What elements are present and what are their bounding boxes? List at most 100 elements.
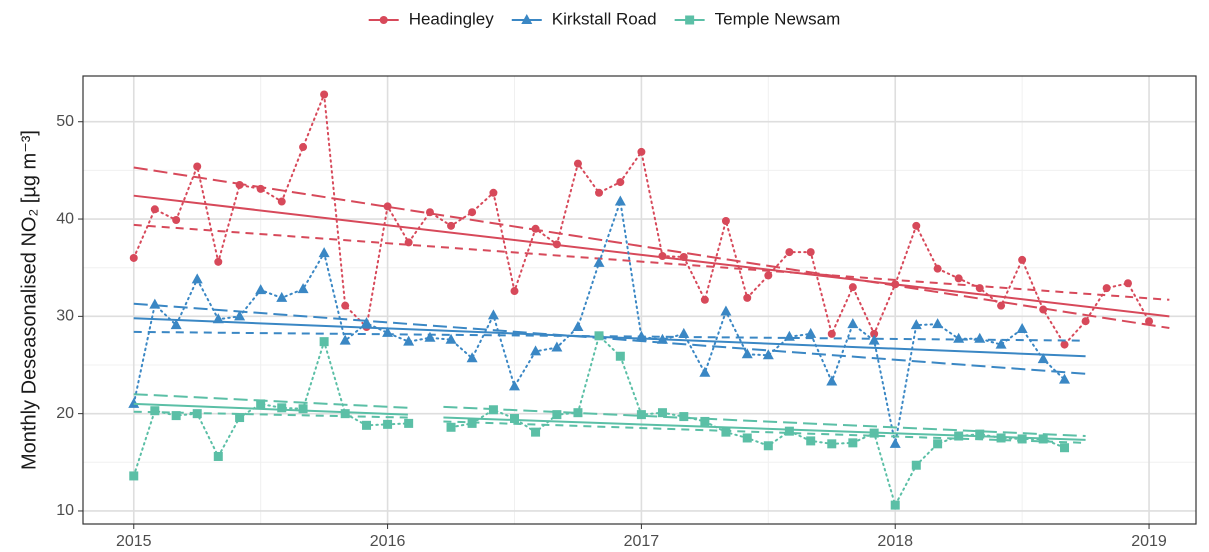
point	[552, 240, 561, 249]
point	[910, 319, 922, 330]
point	[424, 331, 436, 342]
point	[891, 280, 900, 289]
point	[805, 327, 817, 338]
point	[508, 380, 520, 391]
legend: Headingley Kirkstall Road Temple Newsam	[368, 9, 840, 28]
point	[1081, 317, 1090, 326]
point	[996, 433, 1006, 443]
point	[975, 284, 984, 293]
y-tick-label: 40	[56, 210, 74, 227]
point	[192, 409, 202, 419]
point	[277, 197, 286, 206]
point	[700, 416, 710, 426]
x-tick-label: 2016	[370, 533, 406, 550]
point	[128, 397, 140, 408]
y-tick-label: 10	[56, 502, 74, 519]
point	[974, 332, 986, 343]
point	[742, 433, 752, 443]
point	[953, 332, 965, 343]
point	[762, 349, 774, 360]
legend-label: Headingley	[409, 9, 495, 28]
point	[149, 298, 161, 309]
point	[171, 411, 181, 421]
point	[129, 471, 139, 481]
y-tick-label: 20	[56, 405, 74, 422]
point	[764, 271, 773, 280]
point	[847, 318, 859, 329]
point	[954, 274, 963, 283]
point	[256, 399, 266, 409]
point	[150, 406, 160, 416]
point	[912, 221, 921, 230]
point	[721, 427, 731, 437]
point	[382, 326, 394, 337]
y-tick-label: 30	[56, 308, 74, 325]
point	[806, 248, 815, 257]
trend-upper	[133, 166, 1170, 330]
trend-lower	[133, 223, 1170, 301]
point	[234, 310, 246, 321]
point	[447, 221, 456, 230]
point	[954, 431, 964, 441]
point	[848, 438, 858, 448]
point	[193, 162, 202, 171]
point	[521, 14, 533, 24]
point	[1037, 353, 1049, 364]
point	[806, 436, 816, 446]
point	[403, 335, 415, 346]
trend-upper	[133, 302, 1086, 375]
point	[593, 256, 605, 267]
point	[783, 330, 795, 341]
point	[1018, 255, 1027, 264]
point	[170, 319, 182, 330]
point	[276, 291, 288, 302]
point	[1145, 317, 1154, 326]
point	[656, 333, 668, 344]
x-tick-label: 2015	[116, 533, 152, 550]
point	[616, 178, 625, 187]
point	[700, 295, 709, 304]
point	[319, 337, 329, 347]
legend-item: Kirkstall Road	[511, 9, 657, 28]
trend-lower	[133, 410, 1086, 444]
point	[848, 283, 857, 292]
trend-lower	[133, 330, 1086, 342]
point	[995, 338, 1007, 349]
x-tick-label: 2019	[1131, 533, 1167, 550]
point	[743, 293, 752, 302]
point	[784, 426, 794, 436]
point	[997, 301, 1006, 310]
point	[1060, 443, 1070, 453]
point	[320, 90, 329, 99]
point	[552, 410, 562, 420]
point	[658, 252, 667, 261]
point	[404, 418, 414, 428]
point	[445, 333, 457, 344]
point	[212, 313, 224, 324]
point	[1038, 434, 1048, 444]
point	[868, 334, 880, 345]
point	[213, 451, 223, 461]
point	[318, 247, 330, 258]
point	[255, 284, 267, 295]
point	[379, 16, 388, 24]
point	[150, 205, 159, 214]
point	[572, 321, 584, 332]
point	[870, 329, 879, 338]
point	[763, 441, 773, 451]
point	[256, 184, 265, 193]
point	[341, 301, 350, 310]
legend-label: Kirkstall Road	[552, 9, 657, 28]
y-axis-label: Monthly Deseasonalised NO₂ [µg m⁻³]	[18, 130, 40, 470]
point	[383, 202, 392, 211]
point	[129, 253, 138, 262]
point	[826, 375, 838, 386]
trend-line	[133, 194, 1170, 318]
point	[889, 437, 901, 448]
point	[467, 418, 477, 428]
point	[594, 331, 604, 341]
point	[509, 414, 519, 424]
point	[741, 348, 753, 359]
point	[191, 273, 203, 284]
x-tick-label: 2017	[624, 533, 660, 550]
